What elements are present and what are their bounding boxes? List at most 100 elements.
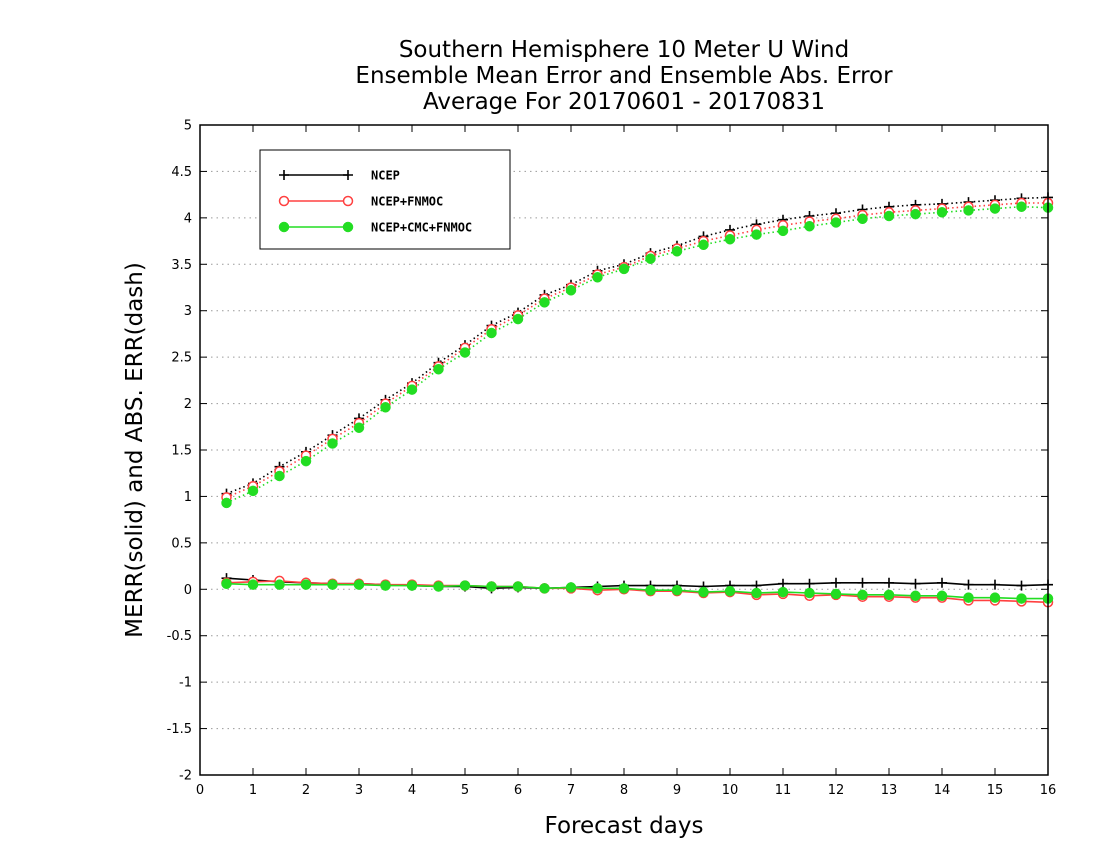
legend-label: NCEP+CMC+FNMOC — [371, 221, 472, 235]
mean-error-point — [539, 583, 550, 594]
x-axis-label: Forecast days — [545, 813, 704, 839]
mean-error-point — [618, 583, 630, 594]
abs-error-point — [671, 246, 683, 257]
y-tick-label: 2.5 — [171, 351, 192, 366]
mean-error-point — [883, 589, 895, 601]
abs-error-point — [380, 402, 391, 413]
abs-error-point — [592, 272, 603, 283]
mean-error-point — [353, 579, 365, 590]
mean-error-point — [406, 580, 418, 591]
legend-marker — [279, 170, 289, 180]
mean-error-point — [777, 586, 789, 598]
mean-error-point — [645, 584, 656, 596]
mean-error-point — [1016, 580, 1027, 591]
series-layer — [221, 192, 1054, 608]
abs-error-point — [274, 470, 285, 482]
series-ncep — [221, 192, 1053, 594]
mean-error-point — [671, 584, 683, 596]
abs-error-point — [804, 220, 815, 232]
y-tick-label: -1.5 — [167, 722, 192, 737]
y-tick-label: 1 — [184, 490, 192, 505]
x-tick-label: 14 — [934, 783, 951, 798]
mean-error-point — [1016, 593, 1027, 604]
legend-box — [259, 149, 511, 250]
abs-error-point — [645, 253, 656, 264]
y-tick-label: 5 — [184, 119, 192, 134]
chart-title-line-1: Southern Hemisphere 10 Meter U Wind — [398, 37, 850, 63]
abs-error-point — [963, 205, 974, 216]
abs-error-point — [486, 327, 497, 339]
x-tick-label: 12 — [828, 783, 845, 798]
x-tick-label: 13 — [881, 783, 898, 798]
series-ncep-fnmoc — [221, 197, 1054, 608]
abs-error-point — [300, 455, 312, 467]
y-axis-label: MERR(solid) and ABS. ERR(dash) — [122, 262, 148, 638]
abs-error-line — [226, 205, 1049, 504]
mean-error-point — [831, 577, 841, 588]
y-tick-label: -2 — [179, 769, 192, 784]
mean-error-point — [857, 589, 868, 601]
x-tick-label: 7 — [567, 783, 575, 798]
mean-error-point — [937, 577, 947, 588]
mean-error-point — [592, 583, 603, 594]
abs-error-point — [247, 485, 259, 497]
abs-error-point — [777, 225, 789, 237]
x-tick-label: 5 — [461, 783, 469, 798]
abs-error-point — [221, 497, 232, 509]
y-tick-label: 2 — [184, 397, 192, 412]
mean-error-point — [274, 579, 285, 590]
y-tick-label: 3 — [184, 304, 192, 319]
y-tick-label: 0.5 — [171, 536, 192, 551]
mean-error-point — [221, 578, 232, 589]
abs-error-point — [989, 203, 1001, 214]
chart-title-line-2: Ensemble Mean Error and Ensemble Abs. Er… — [355, 63, 893, 89]
mean-error-point — [247, 579, 259, 590]
abs-error-point — [751, 229, 762, 240]
mean-error-point — [459, 580, 471, 591]
mean-error-point — [804, 578, 815, 589]
abs-error-point — [459, 347, 471, 358]
mean-error-point — [910, 578, 921, 589]
x-tick-label: 15 — [987, 783, 1004, 798]
abs-error-point — [539, 297, 550, 308]
y-tick-label: -1 — [179, 676, 192, 691]
mean-error-point — [884, 577, 894, 588]
mean-error-point — [724, 585, 736, 597]
legend: NCEP NCEP+FNMOC NCEP+CMC+FNMOC — [259, 149, 511, 250]
mean-error-point — [433, 581, 444, 592]
mean-error-point — [910, 590, 921, 602]
legend-label: NCEP+FNMOC — [371, 195, 443, 209]
abs-error-point — [883, 210, 895, 222]
mean-error-point — [989, 592, 1001, 603]
mean-error-point — [963, 579, 974, 590]
y-tick-label: 0 — [184, 583, 192, 598]
x-tick-label: 8 — [620, 783, 628, 798]
mean-error-point — [804, 587, 815, 599]
legend-marker — [343, 170, 353, 180]
x-tick-label: 4 — [408, 783, 416, 798]
legend-label: NCEP — [371, 169, 400, 183]
y-tick-label: -0.5 — [167, 629, 192, 644]
legend-marker — [342, 221, 354, 233]
mean-error-point — [380, 580, 391, 591]
abs-error-point — [910, 208, 921, 220]
mean-error-point — [698, 586, 709, 598]
y-tick-label: 4 — [184, 211, 192, 226]
mean-error-point — [751, 587, 762, 599]
mean-error-point — [565, 582, 577, 593]
mean-error-point — [512, 581, 524, 592]
x-tick-label: 3 — [355, 783, 363, 798]
abs-error-point — [857, 213, 868, 225]
x-axis-ticks: 0 1 2 3 4 5 6 7 8 9 10 11 12 13 14 15 16 — [196, 125, 1056, 798]
abs-error-point — [830, 217, 842, 228]
y-tick-label: 3.5 — [171, 258, 192, 273]
mean-error-point — [486, 581, 497, 592]
x-tick-label: 1 — [249, 783, 257, 798]
abs-error-point — [353, 422, 365, 433]
x-tick-label: 16 — [1040, 783, 1057, 798]
abs-error-point — [406, 384, 418, 395]
legend-marker — [278, 195, 290, 207]
abs-error-line — [226, 202, 1048, 499]
abs-error-point — [565, 285, 577, 296]
